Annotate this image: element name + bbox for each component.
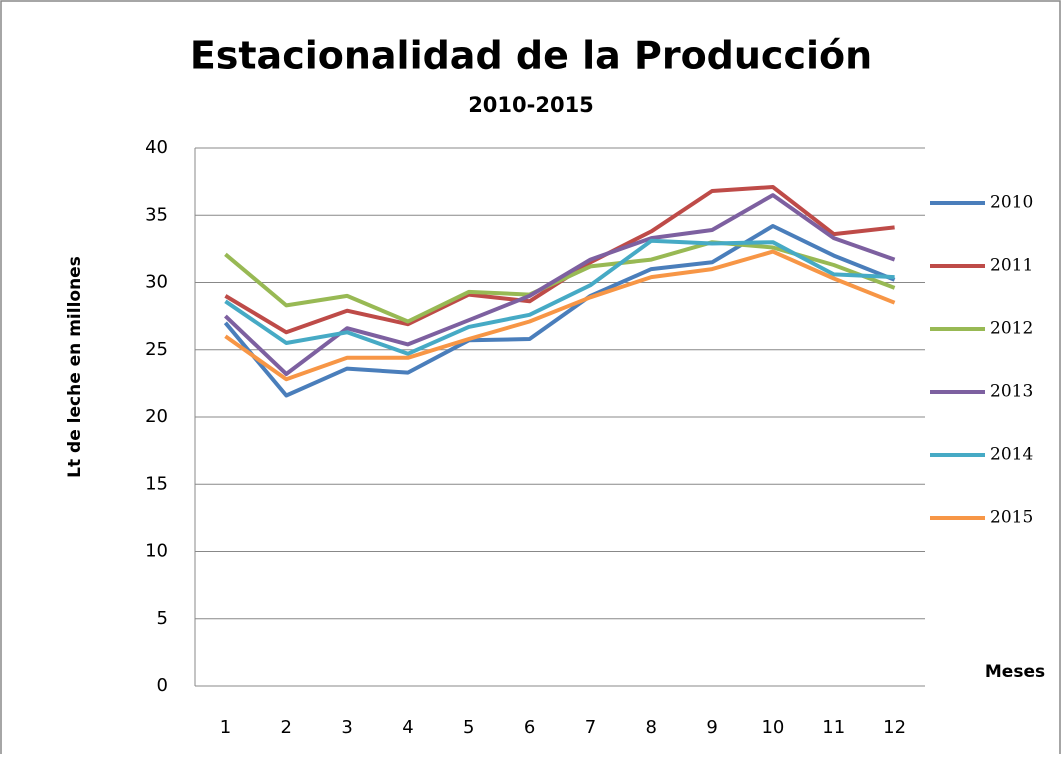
x-tick-label: 2 xyxy=(281,717,292,738)
x-tick-label: 8 xyxy=(646,717,657,738)
y-tick-label: 5 xyxy=(157,608,168,629)
x-tick-label: 1 xyxy=(220,717,231,738)
x-tick-label: 6 xyxy=(524,717,535,738)
series-line xyxy=(223,224,896,398)
x-tick-label: 5 xyxy=(463,717,474,738)
y-tick-label: 15 xyxy=(145,473,168,494)
x-tick-label: 11 xyxy=(822,717,845,738)
y-axis-label: Lt de leche en millones xyxy=(65,256,85,478)
y-tick-label: 25 xyxy=(145,339,168,360)
x-tick-label: 12 xyxy=(883,717,906,738)
legend-label: 2012 xyxy=(990,319,1033,339)
legend-label: 2010 xyxy=(990,193,1033,213)
series-line xyxy=(224,240,896,324)
x-tick-label: 9 xyxy=(706,717,717,738)
y-tick-label: 35 xyxy=(145,204,168,225)
x-tick-label: 7 xyxy=(585,717,596,738)
x-axis-label: Meses xyxy=(985,662,1045,682)
y-tick-label: 0 xyxy=(157,675,168,696)
chart-title: Estacionalidad de la Producción xyxy=(190,34,872,78)
y-tick-label: 10 xyxy=(145,541,168,562)
y-tick-label: 40 xyxy=(145,137,168,158)
x-tick-label: 10 xyxy=(761,717,784,738)
chart-subtitle: 2010-2015 xyxy=(468,93,594,117)
legend-label: 2011 xyxy=(990,256,1033,276)
series-line xyxy=(224,238,895,356)
legend-label: 2014 xyxy=(990,445,1033,465)
y-tick-label: 20 xyxy=(145,406,168,427)
y-tick-label: 30 xyxy=(145,272,168,293)
legend-label: 2015 xyxy=(990,508,1033,528)
series-line xyxy=(224,249,896,382)
x-tick-label: 4 xyxy=(402,717,413,738)
x-tick-label: 3 xyxy=(341,717,352,738)
legend-label: 2013 xyxy=(990,382,1033,402)
